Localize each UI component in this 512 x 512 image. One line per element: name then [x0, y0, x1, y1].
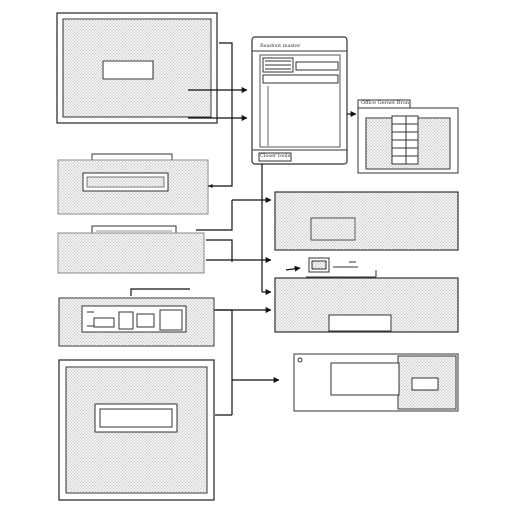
breadcrumb-widget — [306, 257, 377, 278]
panel-right-bottom-button[interactable] — [411, 377, 439, 391]
panel-left-tabbed — [57, 153, 209, 215]
toolbar-button-2[interactable] — [118, 311, 134, 330]
toolbar-button-3[interactable] — [136, 313, 155, 328]
connectors — [130, 42, 357, 416]
panel-right-bottom-display — [330, 362, 400, 396]
panel-left-top — [56, 12, 218, 124]
panel-right-lower — [274, 277, 459, 333]
toolbar-button-4[interactable] — [159, 309, 183, 331]
panel-left-top-button[interactable] — [102, 60, 154, 80]
panel-left-strip — [57, 225, 205, 274]
panel-right-lower-button[interactable] — [328, 314, 392, 332]
dialog-window — [357, 99, 459, 174]
panel-left-toolbar — [58, 297, 215, 347]
panel-right-bottom — [293, 353, 459, 412]
toolbar-button-1[interactable] — [93, 317, 115, 328]
panel-left-bottom — [58, 359, 215, 501]
panel-right-middle — [274, 191, 459, 251]
main-window-footer-box[interactable] — [258, 152, 292, 162]
main-window — [251, 36, 348, 165]
